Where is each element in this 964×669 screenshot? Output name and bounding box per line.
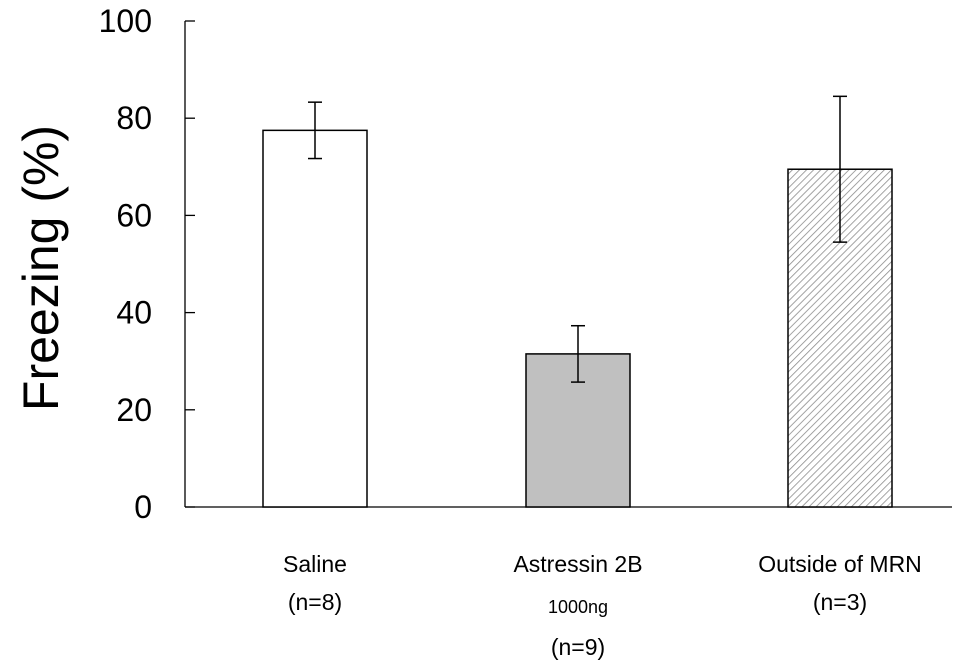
category-label-1-line-1: Saline xyxy=(283,551,347,577)
plot-area: 0 20 40 60 80 100 Saline (n=8) Astressin 2B 1000n… xyxy=(99,3,952,660)
category-label-2-line-1: Astressin 2B xyxy=(513,551,642,577)
y-tick-label-40: 40 xyxy=(116,295,152,331)
y-tick-label-100: 100 xyxy=(99,3,152,39)
y-tick-label-20: 20 xyxy=(116,392,152,428)
category-label-1-line-2: (n=8) xyxy=(288,589,342,615)
y-tick-label-60: 60 xyxy=(116,197,152,233)
y-axis-label: Freezing (%) xyxy=(13,125,69,411)
bar-1 xyxy=(262,129,368,508)
category-label-3-line-2: (n=3) xyxy=(813,589,867,615)
category-label-3-line-1: Outside of MRN xyxy=(758,551,922,577)
y-tick-label-80: 80 xyxy=(116,100,152,136)
y-tick-label-0: 0 xyxy=(134,489,152,525)
category-label-2-line-2: 1000ng xyxy=(548,597,608,617)
category-label-2-line-3: (n=9) xyxy=(551,634,605,660)
